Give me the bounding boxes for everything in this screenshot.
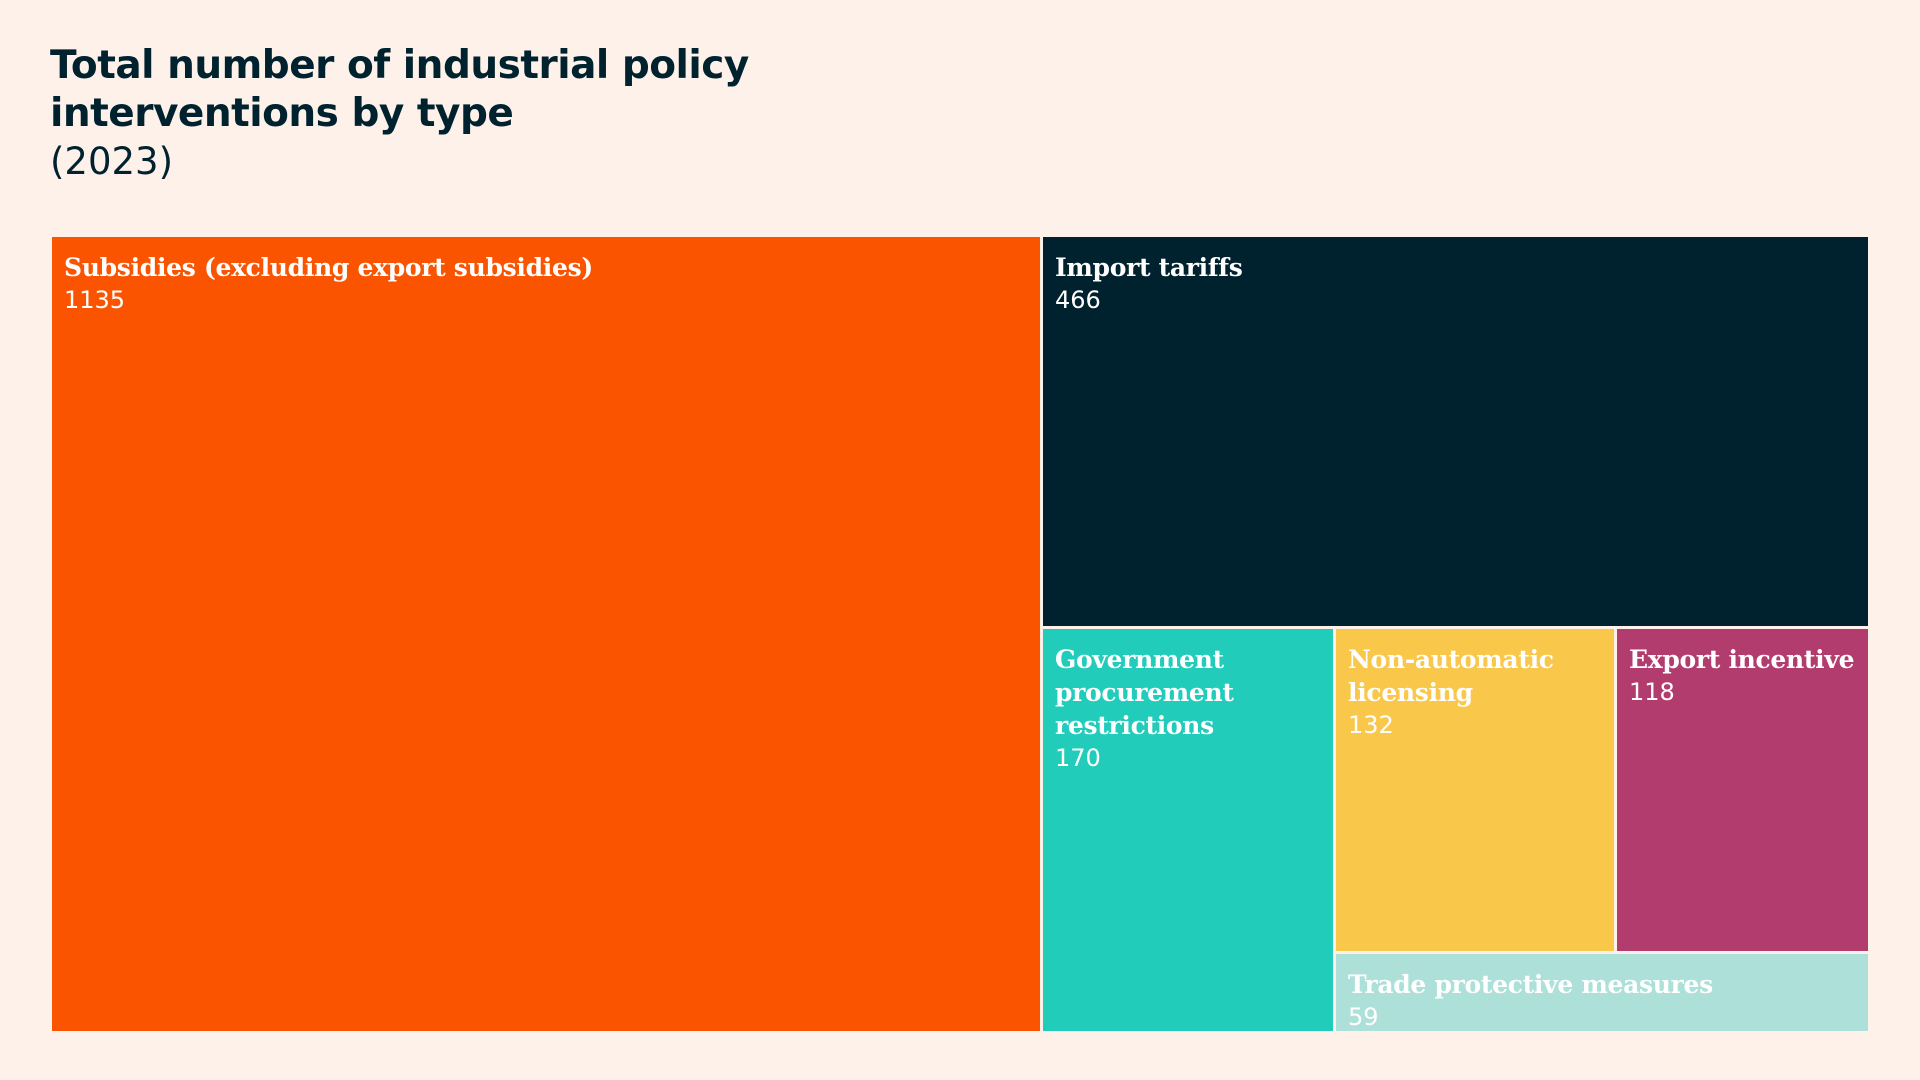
tile-value: 118 (1629, 678, 1675, 706)
tile-value: 466 (1055, 286, 1101, 314)
chart-subtitle: (2023) (50, 140, 174, 183)
treemap: Subsidies (excluding export subsidies) 11… (52, 237, 1868, 1031)
treemap-tile-government-procurement-restrictions: Government procurement restrictions 170 (1043, 629, 1333, 1031)
tile-label: Subsidies (excluding export subsidies) (64, 253, 593, 282)
chart-title: Total number of industrial policy interv… (50, 43, 749, 136)
tile-label: Import tariffs (1055, 253, 1243, 282)
treemap-tile-export-incentive: Export incentive 118 (1617, 629, 1868, 951)
tile-value: 170 (1055, 744, 1101, 772)
treemap-tile-non-automatic-licensing: Non-automatic licensing 132 (1336, 629, 1614, 951)
tile-label: Non-automatic licensing (1348, 645, 1554, 707)
treemap-tile-trade-protective-measures: Trade protective measures 59 (1336, 954, 1868, 1031)
tile-label: Government procurement restrictions (1055, 645, 1234, 740)
treemap-tile-import-tariffs: Import tariffs 466 (1043, 237, 1868, 626)
tile-value: 1135 (64, 286, 126, 314)
tile-value: 59 (1348, 1003, 1379, 1031)
tile-value: 132 (1348, 711, 1394, 739)
tile-label: Trade protective measures (1348, 970, 1713, 999)
treemap-tile-subsidies-excluding-export-subsidies: Subsidies (excluding export subsidies) 11… (52, 237, 1040, 1031)
tile-label: Export incentive (1629, 645, 1855, 674)
